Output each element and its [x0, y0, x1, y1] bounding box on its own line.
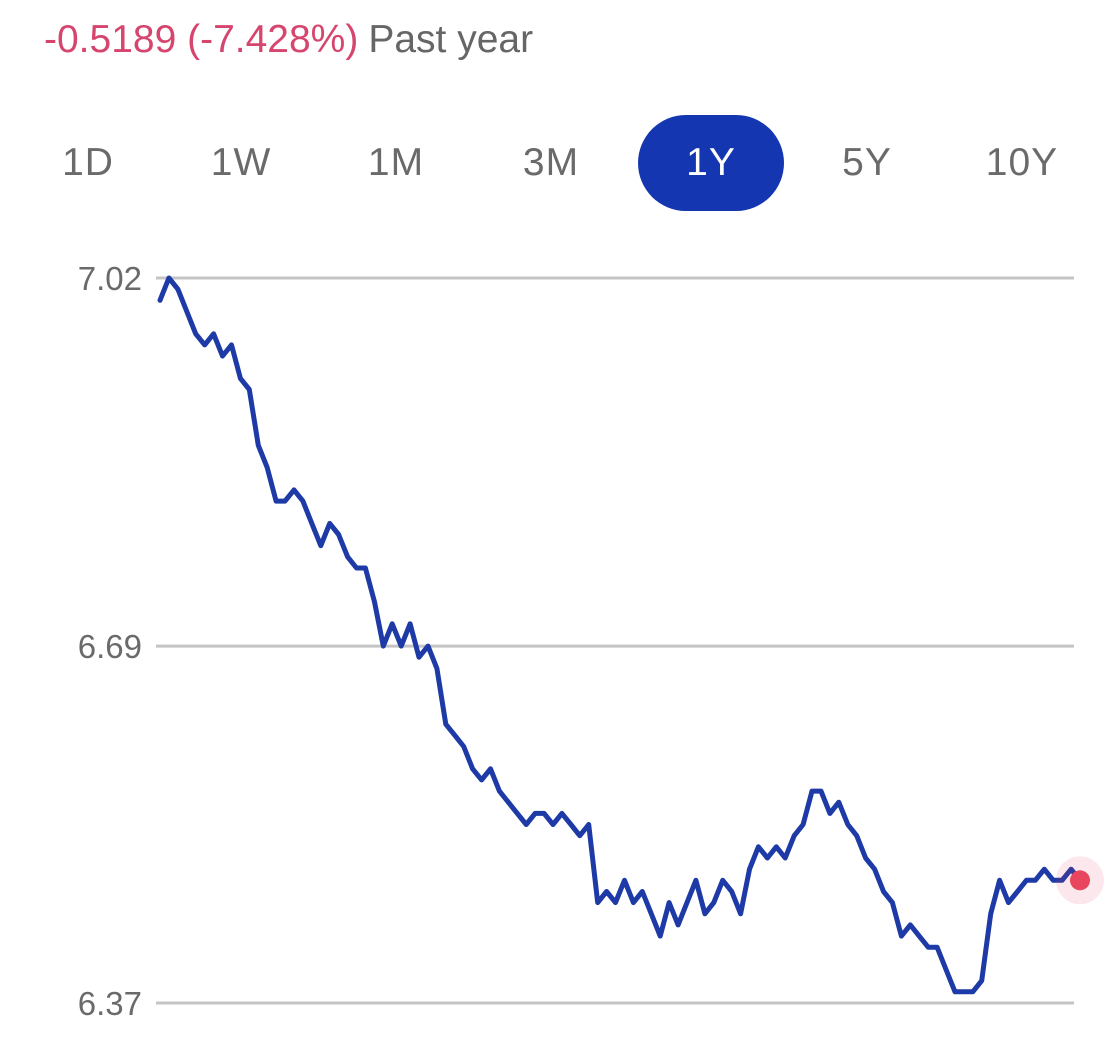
change-period-label: Past year [368, 18, 534, 61]
change-value: -0.5189 (-7.428%) [44, 18, 359, 61]
tab-1y[interactable]: 1Y [638, 115, 784, 211]
tab-1d[interactable]: 1D [62, 141, 114, 184]
y-tick-label: 6.69 [78, 628, 142, 665]
tab-1m[interactable]: 1M [367, 141, 425, 184]
y-tick-labels: 7.02 6.69 6.37 [78, 260, 142, 1022]
price-change: -0.5189 (-7.428%) Past year [44, 14, 533, 66]
price-line [157, 275, 1083, 995]
last-point-marker [1070, 870, 1090, 891]
y-tick-label: 6.37 [78, 985, 142, 1022]
range-tabs: 1D 1W 1M 3M 1Y 5Y 10Y [0, 115, 1109, 211]
tab-1w[interactable]: 1W [210, 141, 272, 184]
grid-layer [156, 276, 1074, 1005]
tab-3m[interactable]: 3M [522, 141, 580, 184]
tab-10y[interactable]: 10Y [985, 141, 1059, 184]
tab-5y[interactable]: 5Y [842, 141, 892, 184]
y-tick-label: 7.02 [78, 260, 142, 297]
